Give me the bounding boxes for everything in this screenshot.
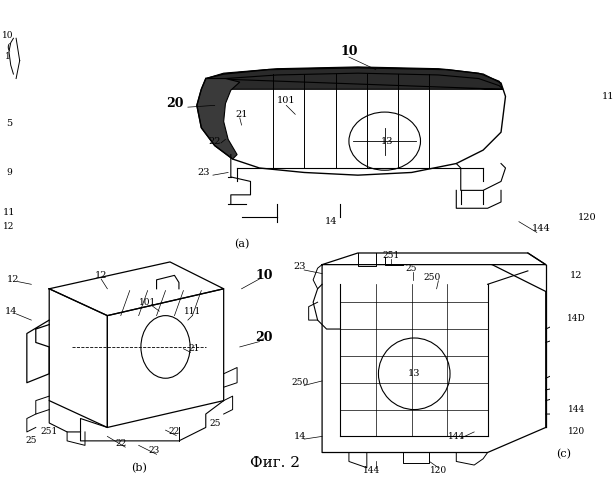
Text: 144: 144 [532,224,550,234]
Text: 144: 144 [568,405,585,414]
Text: 23: 23 [148,446,159,455]
Text: Фиг. 2: Фиг. 2 [250,456,300,470]
Polygon shape [206,67,503,90]
Text: 25: 25 [209,420,220,428]
Text: 12: 12 [570,271,582,280]
Text: 250: 250 [291,378,308,387]
Text: 9: 9 [6,168,12,177]
Text: 120: 120 [430,466,447,475]
Text: (a): (a) [234,239,249,249]
Text: 23: 23 [293,262,306,271]
Text: 25: 25 [406,264,418,272]
Text: 120: 120 [577,212,596,222]
Text: 21: 21 [236,110,248,119]
Text: 251: 251 [383,251,400,260]
Text: 13: 13 [408,370,421,378]
Text: 23: 23 [198,168,210,177]
Text: 22: 22 [115,439,127,448]
Text: 101: 101 [277,96,296,106]
Text: (c): (c) [556,449,571,460]
Text: 14: 14 [4,306,17,316]
Text: 101: 101 [139,298,156,306]
Text: (: ( [6,42,10,51]
Text: 14: 14 [325,217,337,226]
Text: 22: 22 [169,428,180,436]
Text: 12: 12 [3,222,15,230]
Text: 11: 11 [2,208,15,217]
Text: 21: 21 [188,344,200,353]
Text: 5: 5 [6,119,12,128]
Text: 11: 11 [602,92,614,101]
Text: 1: 1 [5,52,11,60]
Text: 12: 12 [614,146,615,154]
Polygon shape [197,78,240,159]
Text: (b): (b) [131,462,146,473]
Text: 10: 10 [2,31,14,40]
Text: 120: 120 [568,428,585,436]
Text: 251: 251 [41,428,58,436]
Text: 144: 144 [363,466,380,475]
Text: 14: 14 [293,432,306,441]
Text: 111: 111 [184,306,201,316]
Text: 10: 10 [255,269,272,282]
Text: 20: 20 [255,332,272,344]
Text: 25: 25 [26,436,37,446]
Text: 250: 250 [424,272,441,281]
Text: 12: 12 [95,271,108,280]
Text: 13: 13 [381,136,394,145]
Text: 144: 144 [448,432,465,441]
Text: 12: 12 [7,276,20,284]
Text: 22: 22 [208,136,221,145]
Text: 20: 20 [165,97,183,110]
Text: 10: 10 [340,45,358,58]
Text: 14D: 14D [567,314,585,323]
